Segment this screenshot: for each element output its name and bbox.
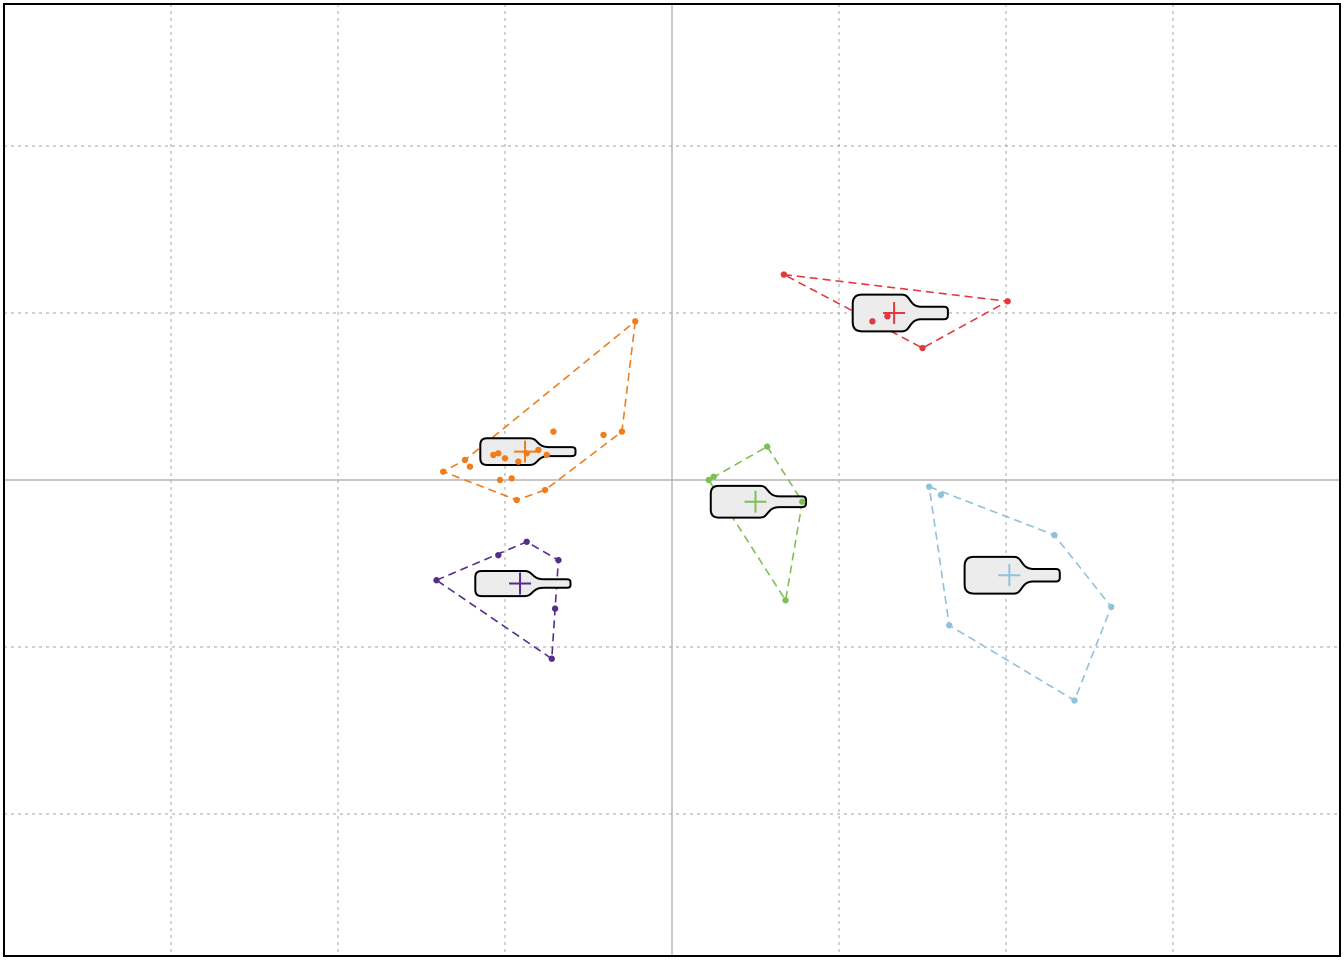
data-point: [496, 476, 504, 484]
hull-polygon-1: [441, 319, 637, 501]
data-point: [705, 476, 712, 484]
centroid-marker-1: [514, 440, 537, 463]
centroid-layer: [509, 301, 1021, 595]
zero-axis-layer: [4, 4, 1340, 956]
data-point: [1004, 298, 1011, 305]
centroid-marker-5: [998, 564, 1021, 587]
data-point: [632, 318, 639, 325]
data-point: [508, 475, 515, 482]
data-point: [433, 577, 440, 584]
plot-frame: [3, 3, 1341, 957]
hull-polygon-5: [928, 485, 1113, 702]
data-point: [780, 271, 788, 278]
hull-polygon-4: [434, 540, 560, 661]
data-point: [523, 538, 530, 545]
data-point: [513, 496, 520, 504]
data-point: [541, 486, 549, 494]
centroid-marker-3: [744, 490, 767, 513]
hull-layer: [434, 273, 1113, 702]
data-point: [495, 551, 502, 559]
data-point: [1108, 603, 1115, 611]
point-layer: [433, 271, 1115, 704]
data-point: [925, 483, 933, 490]
data-point: [869, 318, 876, 325]
centroid-marker-2: [883, 301, 906, 324]
data-point: [440, 468, 447, 475]
data-point: [946, 622, 953, 629]
hull-polygon-2: [783, 273, 1011, 350]
data-point: [600, 431, 607, 439]
hull-polygon-3: [707, 445, 804, 603]
data-point: [1051, 531, 1058, 539]
data-point: [618, 428, 626, 435]
data-point: [782, 597, 789, 604]
data-point: [551, 605, 559, 612]
data-point: [1071, 697, 1078, 704]
data-point: [543, 451, 550, 459]
data-point: [501, 455, 509, 462]
data-point: [919, 344, 926, 352]
data-point: [535, 446, 542, 454]
data-point: [937, 491, 945, 499]
data-point: [490, 451, 497, 459]
data-point: [515, 458, 522, 465]
data-point: [763, 443, 771, 450]
data-point: [799, 498, 806, 505]
data-point: [710, 473, 717, 480]
data-point: [550, 428, 557, 435]
data-point: [555, 556, 562, 564]
data-point: [495, 450, 502, 457]
data-point: [548, 655, 555, 662]
data-point: [461, 456, 469, 464]
data-point: [466, 463, 474, 470]
data-point: [884, 313, 891, 320]
centroid-marker-4: [509, 572, 532, 595]
